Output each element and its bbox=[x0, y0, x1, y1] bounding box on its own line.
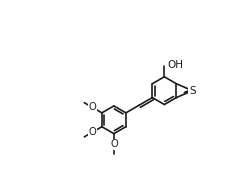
Text: O: O bbox=[88, 102, 96, 112]
Text: S: S bbox=[188, 86, 195, 96]
Text: O: O bbox=[88, 127, 96, 137]
Text: OH: OH bbox=[166, 60, 182, 70]
Text: O: O bbox=[110, 139, 117, 149]
